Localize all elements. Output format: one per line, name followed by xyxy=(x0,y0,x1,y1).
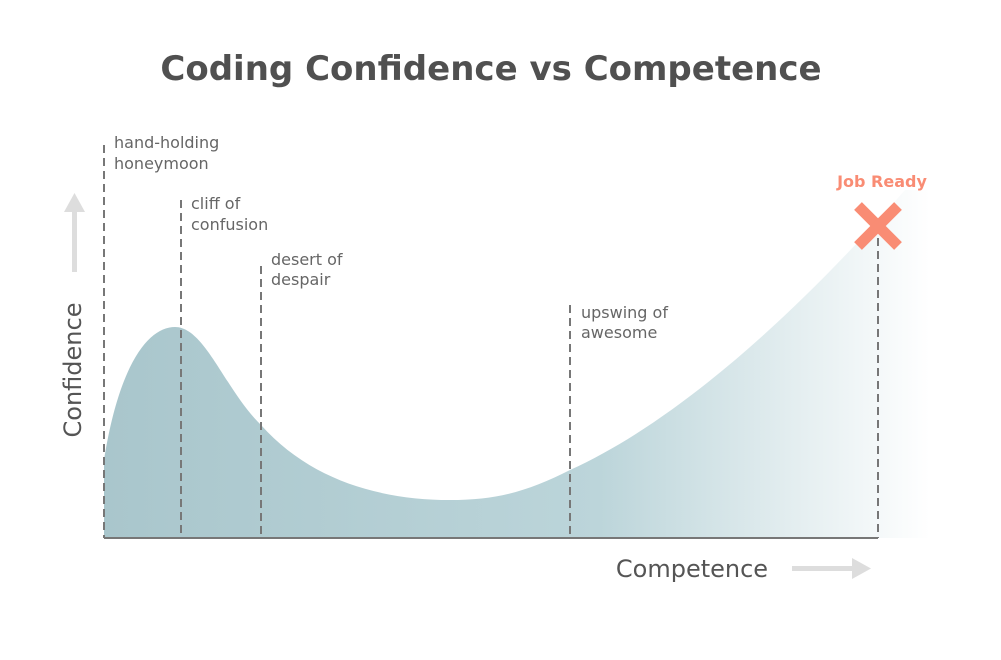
goal-label: Job Ready xyxy=(836,172,927,191)
x-axis-label: Competence xyxy=(616,555,768,583)
phase-label: confusion xyxy=(191,215,268,234)
phase-label: honeymoon xyxy=(114,154,209,173)
phase-label: awesome xyxy=(581,323,657,342)
goal-marker xyxy=(854,202,902,250)
phase-label: hand-holding xyxy=(114,133,219,152)
phase-label: desert of xyxy=(271,250,343,269)
phase-label: despair xyxy=(271,270,331,289)
phase-label: cliff of xyxy=(191,194,241,213)
y-arrow xyxy=(64,193,85,272)
x-arrow xyxy=(792,558,871,579)
confidence-curve xyxy=(104,190,930,538)
phase-label: upswing of xyxy=(581,303,668,322)
y-axis-label: Confidence xyxy=(59,303,87,438)
title: Coding Confidence vs Competence xyxy=(160,49,821,89)
